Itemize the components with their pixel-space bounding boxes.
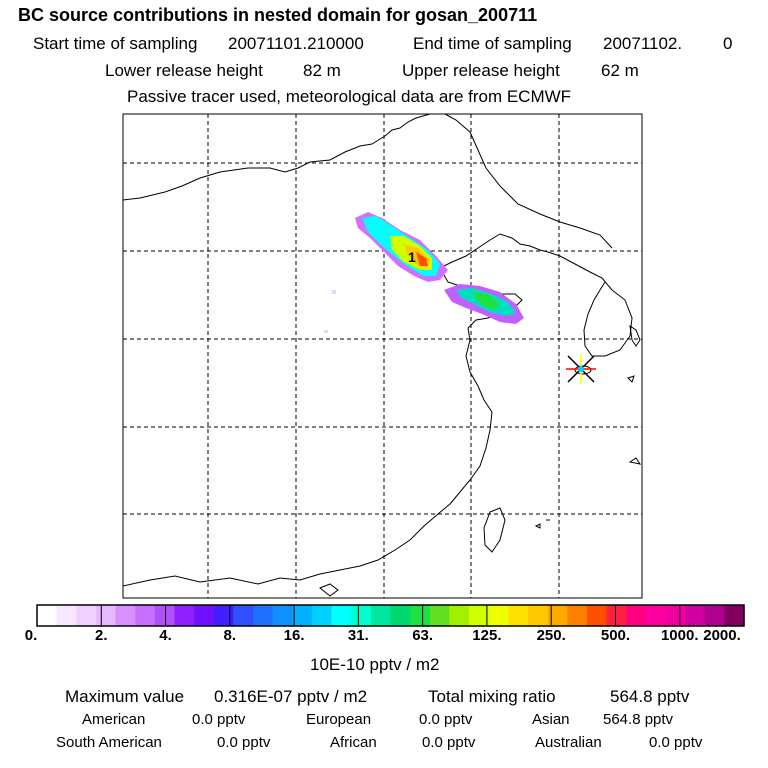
colorbar-tick-label: 4.	[159, 627, 172, 644]
colorbar-tick-label: 125.	[472, 627, 502, 644]
upper-height-label: Upper release height	[402, 61, 560, 80]
region-name: South American	[56, 734, 162, 751]
colorbar-cell	[449, 605, 470, 626]
colorbar-cell	[527, 605, 549, 626]
colorbar-tick-label: 1000.	[660, 627, 699, 644]
lower-height-label: Lower release height	[105, 61, 263, 80]
colorbar-cell	[370, 605, 392, 626]
plume-specks	[324, 290, 336, 333]
receptor-star-icon	[566, 354, 596, 384]
region-name: African	[330, 734, 377, 751]
region-name: Asian	[532, 711, 570, 728]
colorbar-cell	[292, 605, 313, 626]
region-name: European	[306, 711, 372, 728]
colorbar-cell	[76, 605, 97, 626]
colorbar-cell	[645, 605, 667, 626]
colorbar-tick-label: 8.	[223, 627, 237, 644]
colorbar-cell	[174, 605, 195, 626]
plume-lower	[444, 284, 524, 324]
colorbar-unit: 10E-10 pptv / m2	[310, 655, 440, 674]
plume-upper	[355, 212, 448, 282]
max-value: 0.316E-07 pptv / m2	[214, 687, 368, 706]
colorbar-tick-label: 250.	[536, 627, 566, 644]
max-value-label: Maximum value	[65, 687, 185, 706]
colorbar-cell	[351, 605, 372, 626]
colorbar-cell	[213, 605, 234, 626]
colorbar-cell	[586, 605, 608, 626]
colorbar-cell	[253, 605, 274, 626]
colorbar-frame	[36, 604, 745, 627]
colorbar-cell	[547, 605, 568, 626]
colorbar-tick-label: 16.	[283, 627, 305, 644]
colorbar-cell	[508, 605, 529, 626]
colorbar-tick-label: 2000.	[703, 627, 741, 644]
colorbar-cell	[154, 605, 176, 626]
colorbar-cell	[410, 605, 431, 626]
colorbar-cell	[685, 605, 706, 626]
colorbar-tick-label: 0.	[24, 627, 38, 644]
end-time-value: 20071102.	[603, 34, 683, 53]
region-value: 0.0 pptv	[422, 734, 476, 751]
region-name: American	[82, 711, 146, 728]
upper-height-value: 62 m	[601, 61, 639, 80]
source-marker-label: 1	[408, 249, 416, 265]
plot-title: BC source contributions in nested domain…	[18, 5, 538, 25]
graticule	[123, 114, 642, 598]
colorbar-cell	[429, 605, 451, 626]
colorbar-cell	[37, 605, 58, 626]
colorbar-cell	[724, 605, 745, 626]
tracer-note: Passive tracer used, meteorological data…	[127, 87, 572, 106]
start-time-value: 20071101.210000	[228, 34, 364, 53]
start-time-label: Start time of sampling	[33, 34, 198, 53]
colorbar-tick-label: 63.	[412, 627, 434, 644]
colorbar-cell	[135, 605, 156, 626]
colorbar-cell	[115, 605, 136, 626]
lower-height-value: 82 m	[303, 61, 341, 80]
colorbar-cell	[390, 605, 411, 626]
colorbar-cell	[272, 605, 293, 626]
total-mixing-value: 564.8 pptv	[610, 687, 690, 706]
region-value: 0.0 pptv	[192, 711, 246, 728]
region-value: 0.0 pptv	[419, 711, 473, 728]
map-frame	[122, 113, 643, 599]
colorbar-cell	[665, 605, 686, 626]
colorbar-tick-label: 500.	[600, 627, 631, 644]
region-name: Australian	[535, 734, 602, 751]
colorbar-cell	[469, 605, 490, 626]
colorbar-cell	[194, 605, 215, 626]
colorbar-cell	[488, 605, 509, 626]
colorbar-cell	[331, 605, 352, 626]
total-mixing-label: Total mixing ratio	[428, 687, 556, 706]
end-time-suffix: 0	[723, 34, 733, 53]
colorbar-tick-label: 2.	[95, 627, 108, 644]
colorbar-cell	[311, 605, 333, 626]
region-value: 0.0 pptv	[217, 734, 271, 751]
region-value: 0.0 pptv	[649, 734, 703, 751]
colorbar-cell	[606, 605, 627, 626]
colorbar-tick-label: 31.	[347, 627, 369, 644]
colorbar-cell	[95, 605, 117, 626]
colorbar-cell	[233, 605, 254, 626]
colorbar-cell	[704, 605, 725, 626]
region-value: 564.8 pptv	[603, 711, 674, 728]
colorbar-cell	[626, 605, 647, 626]
colorbar-cell	[56, 605, 77, 626]
end-time-label: End time of sampling	[413, 34, 572, 53]
colorbar-cell	[567, 605, 588, 626]
